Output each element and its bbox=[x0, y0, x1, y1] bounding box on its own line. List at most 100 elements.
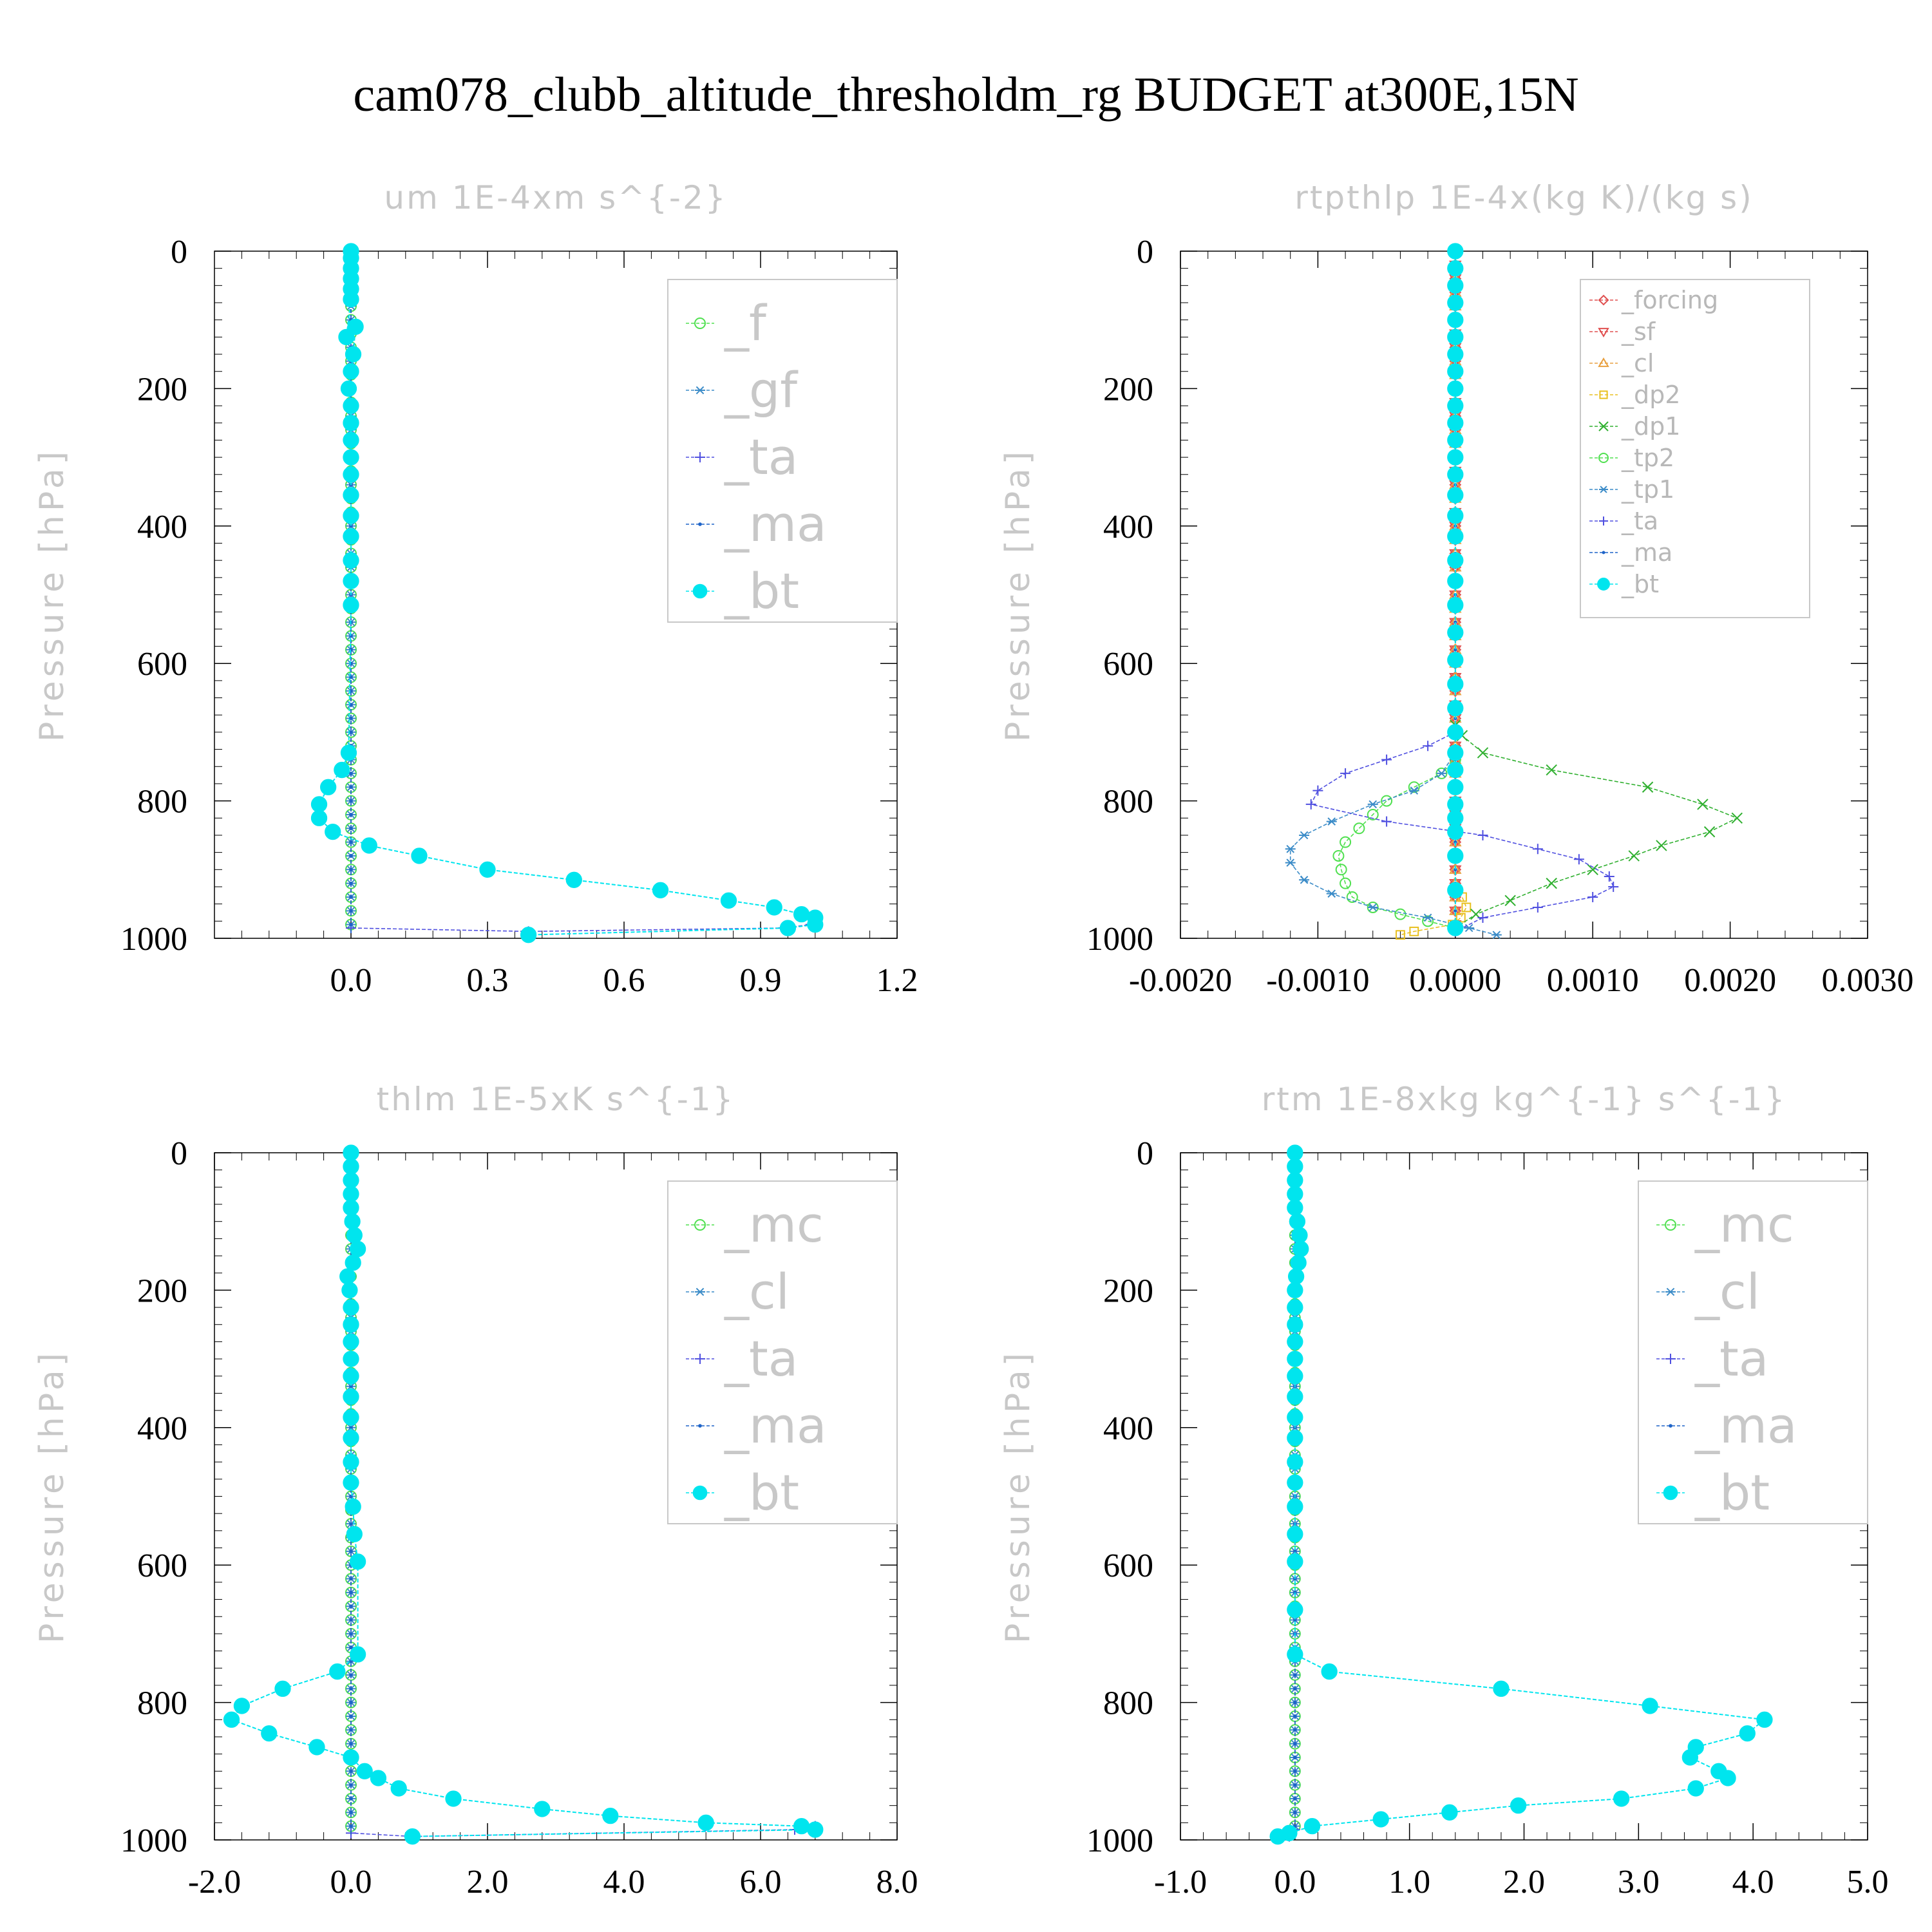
data-point bbox=[1332, 849, 1345, 862]
data-point bbox=[1408, 781, 1420, 793]
legend-label: _sf bbox=[1621, 317, 1656, 346]
data-point bbox=[1447, 796, 1464, 813]
data-point bbox=[1532, 902, 1543, 913]
data-point bbox=[1340, 877, 1352, 889]
y-tick-label: 1000 bbox=[120, 1823, 187, 1859]
y-tick-label: 0 bbox=[171, 1135, 187, 1172]
data-point bbox=[1447, 507, 1464, 524]
x-tick-label: 0.0020 bbox=[1684, 962, 1776, 999]
data-point bbox=[1287, 1282, 1303, 1299]
data-point bbox=[1477, 829, 1488, 840]
data-point bbox=[349, 1673, 353, 1677]
y-tick-label: 200 bbox=[1103, 1273, 1153, 1309]
data-point bbox=[779, 920, 797, 936]
legend-marker bbox=[1669, 1424, 1672, 1428]
data-point bbox=[1293, 1728, 1297, 1732]
data-point bbox=[404, 1828, 421, 1845]
y-tick-label: 800 bbox=[137, 784, 187, 820]
data-point bbox=[339, 1268, 356, 1285]
x-tick-label: 2.0 bbox=[467, 1864, 509, 1900]
legend-marker bbox=[694, 1219, 706, 1231]
y-tick-label: 1000 bbox=[1086, 921, 1153, 958]
data-point bbox=[343, 1350, 359, 1367]
data-point bbox=[347, 318, 364, 336]
data-point bbox=[1287, 1172, 1303, 1189]
data-point bbox=[361, 837, 377, 854]
data-point bbox=[1454, 840, 1457, 844]
data-point bbox=[1293, 1797, 1297, 1801]
data-point bbox=[343, 291, 359, 308]
data-point bbox=[1367, 903, 1378, 912]
series-bt bbox=[310, 243, 824, 943]
y-axis-label: Pressure [hPa] bbox=[33, 1349, 71, 1643]
legend-label: _ma bbox=[724, 495, 827, 553]
y-tick-label: 0 bbox=[1137, 234, 1153, 270]
data-point bbox=[343, 1409, 359, 1426]
data-point bbox=[1423, 741, 1434, 752]
data-point bbox=[1396, 930, 1405, 940]
legend-label: _dp1 bbox=[1621, 412, 1680, 440]
data-point bbox=[349, 1384, 353, 1388]
data-point bbox=[1454, 909, 1457, 913]
legend-label: _ta bbox=[724, 1330, 798, 1387]
data-point bbox=[1408, 786, 1419, 795]
data-point bbox=[1441, 1804, 1458, 1821]
data-point bbox=[1455, 913, 1466, 923]
data-point bbox=[346, 1227, 363, 1244]
data-point bbox=[565, 871, 582, 888]
data-point bbox=[766, 899, 782, 916]
data-point bbox=[349, 730, 353, 734]
data-point bbox=[349, 1604, 353, 1609]
data-point bbox=[1326, 889, 1337, 898]
data-point bbox=[349, 1426, 353, 1430]
legend-marker bbox=[1665, 1219, 1676, 1231]
data-point bbox=[329, 1663, 346, 1680]
data-point bbox=[349, 1591, 353, 1595]
data-point bbox=[1394, 908, 1406, 920]
series-line bbox=[1289, 752, 1497, 936]
data-point bbox=[349, 1549, 353, 1553]
data-point bbox=[1461, 902, 1472, 913]
data-point bbox=[346, 1526, 363, 1542]
legend-box bbox=[667, 1180, 898, 1524]
data-point bbox=[1293, 1741, 1297, 1746]
x-tick-label: 0.0 bbox=[330, 1864, 372, 1900]
data-point bbox=[1303, 1818, 1321, 1835]
data-point bbox=[1447, 779, 1464, 795]
data-point bbox=[1703, 826, 1716, 838]
data-point bbox=[1372, 1811, 1389, 1828]
legend-label: _bt bbox=[1621, 570, 1659, 598]
legend: _mc _cl _ta _ma _bt bbox=[1638, 1180, 1868, 1524]
data-point bbox=[349, 1783, 353, 1787]
legend-marker bbox=[1665, 1354, 1676, 1364]
data-point bbox=[343, 1199, 359, 1217]
series-dp1 bbox=[1450, 719, 1743, 934]
legend-marker bbox=[695, 1287, 705, 1296]
data-point bbox=[652, 882, 669, 898]
x-tick-label: -0.0020 bbox=[1129, 962, 1232, 999]
data-point bbox=[1608, 881, 1619, 892]
data-point bbox=[1447, 699, 1464, 717]
data-point bbox=[343, 397, 359, 414]
data-point bbox=[343, 1430, 359, 1446]
data-point bbox=[349, 1810, 353, 1815]
legend-label: _tp2 bbox=[1621, 444, 1674, 472]
data-point bbox=[807, 1821, 824, 1838]
data-point bbox=[1604, 871, 1615, 882]
legend-marker bbox=[698, 1424, 702, 1428]
data-point bbox=[1447, 810, 1464, 826]
data-point bbox=[349, 1741, 353, 1746]
data-point bbox=[349, 772, 353, 775]
legend-label: _cl bbox=[724, 1263, 790, 1320]
data-point bbox=[343, 1388, 359, 1405]
data-point bbox=[334, 761, 350, 779]
data-point bbox=[1312, 785, 1323, 796]
legend: _forcing _sf _cl _dp2 _dp1 _tp2 _tp1 _ta _ma _bt bbox=[1580, 279, 1810, 618]
data-point bbox=[807, 916, 824, 933]
data-point bbox=[349, 1687, 353, 1691]
data-point bbox=[340, 380, 357, 397]
data-point bbox=[349, 867, 353, 872]
legend-label: _mc bbox=[724, 1196, 824, 1253]
data-point bbox=[349, 1769, 353, 1774]
data-point bbox=[343, 1299, 359, 1316]
